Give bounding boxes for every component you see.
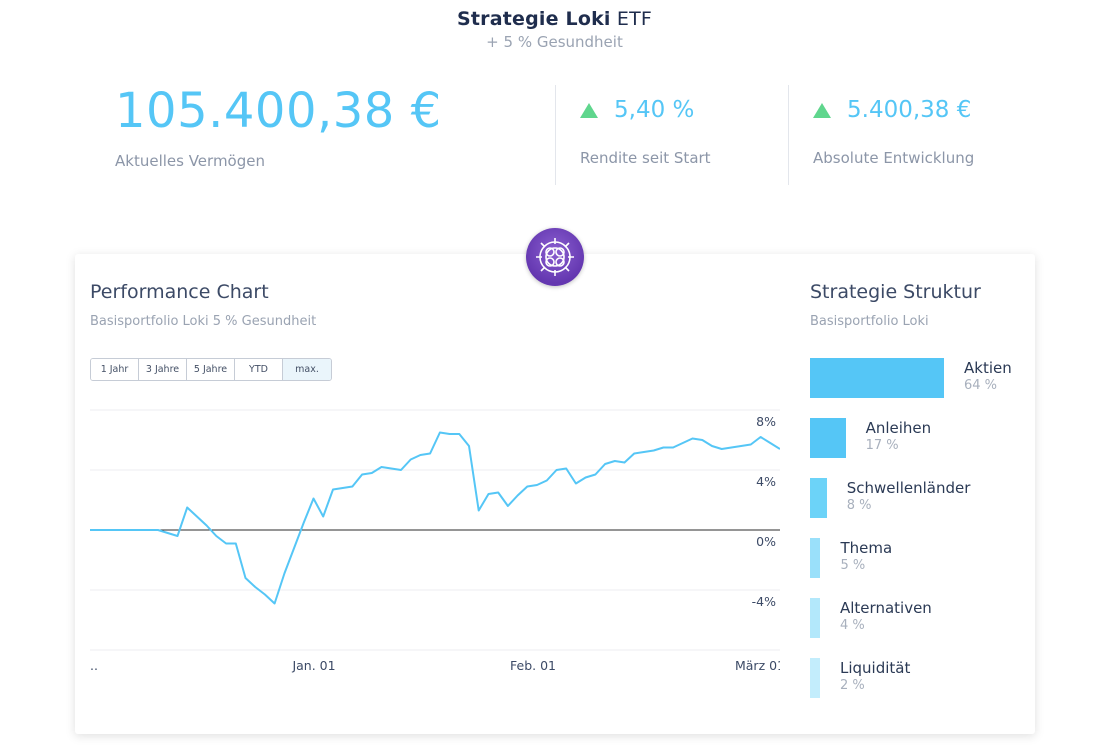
allocation-percent: 5 % — [840, 558, 866, 573]
kpi-return: 5,40 % Rendite seit Start — [580, 85, 711, 167]
allocation-name: Schwellenländer — [846, 479, 971, 497]
structure-subtitle: Basisportfolio Loki — [810, 314, 929, 329]
x-tick-label: Feb. 01 — [510, 658, 556, 673]
strategy-title-rest: ETF — [616, 8, 653, 30]
strategy-title-bold: Strategie Loki — [456, 8, 611, 30]
y-tick-label: -4% — [752, 594, 776, 609]
kpi-divider — [788, 85, 789, 185]
x-tick-label: März 01 — [735, 658, 780, 673]
kpi-absolute-value: 5.400,38 € — [847, 97, 972, 123]
range-selector: 1 Jahr 3 Jahre 5 Jahre YTD max. — [90, 358, 332, 381]
kpi-absolute-label: Absolute Entwicklung — [813, 149, 975, 167]
allocation-percent: 2 % — [840, 678, 865, 693]
allocation-name: Aktien — [964, 359, 1012, 377]
range-button-ytd[interactable]: YTD — [235, 359, 283, 380]
performance-subtitle: Basisportfolio Loki 5 % Gesundheit — [90, 314, 317, 329]
strategy-title: Strategie Loki ETF — [0, 8, 1109, 30]
kpi-wealth-value: 105.400,38 € — [115, 83, 442, 139]
kpi-return-value: 5,40 % — [614, 97, 695, 123]
y-tick-label: 0% — [756, 534, 776, 549]
allocation-name: Liquidität — [840, 659, 911, 677]
range-button-5y[interactable]: 5 Jahre — [187, 359, 235, 380]
allocation-bar — [810, 598, 820, 638]
allocation-percent: 17 % — [865, 438, 899, 453]
y-tick-label: 8% — [756, 414, 776, 429]
structure-title: Strategie Struktur — [810, 281, 981, 303]
allocation-percent: 4 % — [840, 618, 865, 633]
strategy-subtitle: + 5 % Gesundheit — [486, 33, 623, 51]
kpi-divider — [555, 85, 556, 185]
page-header: Strategie Loki ETF + 5 % Gesundheit — [0, 8, 1109, 51]
allocation-percent: 64 % — [964, 378, 998, 393]
range-button-1y[interactable]: 1 Jahr — [91, 359, 139, 380]
allocation-bar — [810, 418, 846, 458]
x-tick-label: .. — [90, 658, 98, 673]
performance-chart: 8% 4% 0% -4%.. Jan. 01 Feb. 01 März 01 — [90, 409, 780, 673]
series-line — [90, 431, 780, 605]
kpi-return-label: Rendite seit Start — [580, 149, 711, 167]
arrow-up-icon — [580, 102, 598, 118]
arrow-up-icon — [813, 102, 831, 118]
allocation-bar — [810, 478, 827, 518]
kpi-wealth: 105.400,38 € Aktuelles Vermögen — [115, 85, 442, 170]
y-tick-label: 4% — [756, 474, 776, 489]
allocation-name: Alternativen — [840, 599, 932, 617]
allocation-bar — [810, 538, 821, 578]
allocation-name: Thema — [840, 539, 893, 557]
brand-logo — [526, 228, 584, 286]
allocation-percent: 8 % — [846, 498, 872, 513]
ornament-icon — [536, 238, 574, 276]
allocation-bar — [810, 658, 820, 698]
kpi-absolute: 5.400,38 € Absolute Entwicklung — [813, 85, 974, 167]
x-tick-label: Jan. 01 — [291, 658, 335, 673]
range-button-max[interactable]: max. — [283, 359, 331, 380]
range-button-3y[interactable]: 3 Jahre — [139, 359, 187, 380]
allocation-name: Anleihen — [865, 419, 932, 437]
performance-title: Performance Chart — [90, 281, 269, 303]
strategy-card — [75, 254, 1035, 734]
kpi-wealth-label: Aktuelles Vermögen — [115, 151, 265, 170]
allocation-bar — [810, 358, 944, 398]
